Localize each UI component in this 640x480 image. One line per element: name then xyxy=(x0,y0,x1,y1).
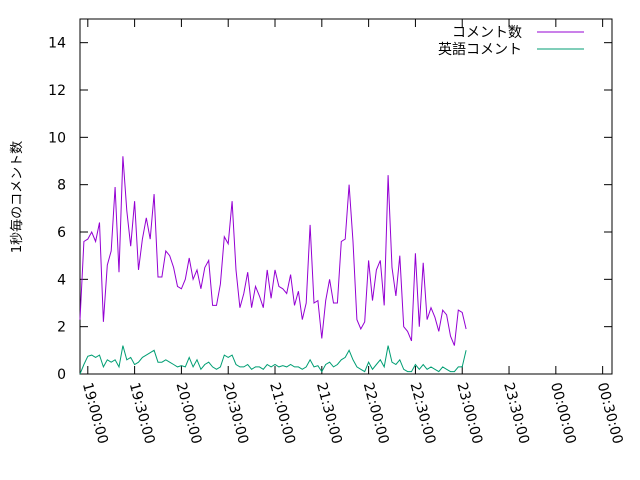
y-tick-label: 10 xyxy=(48,130,66,146)
x-tick-label: 00:30:00 xyxy=(594,381,626,446)
y-tick-label: 14 xyxy=(48,36,66,52)
y-tick-label: 4 xyxy=(57,272,66,288)
series-line-1 xyxy=(79,156,467,346)
y-axis-title: 1秒毎のコメント数 xyxy=(9,141,25,253)
y-tick-label: 8 xyxy=(57,178,66,194)
x-tick-label: 21:30:00 xyxy=(313,381,345,446)
x-tick-label: 21:00:00 xyxy=(266,381,298,446)
x-tick-label: 19:30:00 xyxy=(126,381,158,446)
x-tick-label: 20:00:00 xyxy=(173,381,205,446)
x-tick-label: 20:30:00 xyxy=(219,381,251,446)
y-axis: 0 2 4 6 8 10 12 14 xyxy=(48,36,612,383)
series-layer xyxy=(79,156,467,375)
legend-label-1: コメント数 xyxy=(452,25,522,41)
legend-label-2: 英語コメント xyxy=(438,41,522,58)
plot-frame xyxy=(79,18,613,375)
x-tick-label: 22:30:00 xyxy=(407,381,439,446)
series-line-2 xyxy=(79,345,467,375)
x-tick-label: 22:00:00 xyxy=(360,381,392,446)
x-tick-label: 19:00:00 xyxy=(79,381,111,446)
y-tick-label: 6 xyxy=(57,225,66,241)
x-tick-label: 23:00:00 xyxy=(453,381,485,446)
y-tick-label: 12 xyxy=(48,83,66,99)
x-tick-label: 23:30:00 xyxy=(500,381,532,446)
y-tick-label: 2 xyxy=(57,320,66,336)
x-tick-label: 00:00:00 xyxy=(547,381,579,446)
y-tick-label: 0 xyxy=(57,367,66,383)
